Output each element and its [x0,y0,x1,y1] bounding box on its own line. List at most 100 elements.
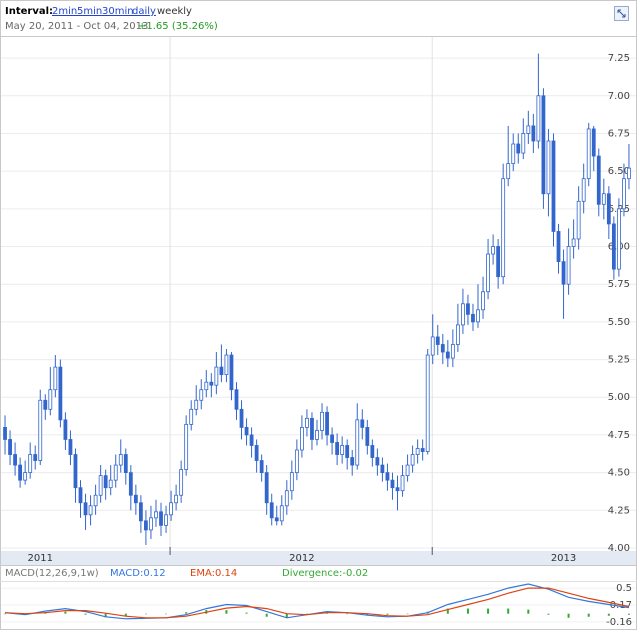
candle-body [606,193,611,225]
candle-body [506,163,511,180]
candle-body [355,419,360,466]
candle-body [420,448,425,452]
candle-body [455,324,460,345]
candle-body [33,454,38,461]
candle-body [596,155,601,205]
candle-body [566,246,571,285]
candle-body [466,303,470,315]
current-interval: weekly [157,6,192,17]
candle-body [229,354,234,391]
candle-body [375,457,380,466]
candle-body [174,494,179,504]
interval-link[interactable]: 5min [77,6,102,17]
candle-body [23,472,28,481]
candle-body [526,125,531,134]
divergence-bar [124,613,127,617]
interval-link[interactable]: 2min [52,6,77,17]
y-tick-label: 7.25 [608,53,630,64]
macd-line [4,587,630,619]
candle-body [320,411,324,431]
candle-body [93,494,98,507]
candle-body [159,511,163,526]
legend-entry: Divergence:-0.02 [282,568,368,579]
candle-body [169,502,173,516]
candle-body [601,193,606,205]
candle-body [68,439,73,455]
candle-body [224,354,229,376]
candle-body [73,454,78,489]
divergence-bar [305,613,308,615]
divergence-bar [185,612,188,614]
candle-body [8,439,12,455]
interval-link[interactable]: 30min [102,6,134,17]
candle-body [294,449,299,474]
divergence-bar [466,608,469,614]
divergence-bar [4,613,7,615]
candle-body [400,475,405,492]
candle-body [445,351,450,359]
candle-body [591,128,596,157]
candle-body [63,419,68,440]
candle-body [616,208,621,270]
panel-title: MACD(12,26,9,1w) [5,568,99,579]
candle-body [340,445,345,455]
divergence-bar [225,610,228,614]
y-tick-label: 4.00 [608,543,630,554]
candle-body [244,426,249,436]
candle-body [149,517,153,531]
candle-body [274,517,279,522]
candle-body [435,336,440,345]
y-tick-label: 4.25 [608,505,630,516]
y-tick-label: -0.16 [606,617,632,628]
candle-body [491,246,496,255]
divergence-bar [507,608,510,614]
candle-body [204,381,209,391]
candle-body [622,178,626,210]
divergence-bar [527,609,530,614]
date-range: May 20, 2011 - Oct 04, 2013 [5,21,148,32]
candle-body [310,417,314,440]
candle-body [53,366,58,391]
candle-body [249,434,254,446]
candle-body [128,472,133,496]
x-tick-label: 2011 [28,553,53,564]
x-tick-label: 2013 [551,553,576,564]
interval-link[interactable]: daily [132,6,156,17]
candle-body [501,178,506,278]
candle-body [440,344,445,353]
candle-body [325,411,329,436]
expand-button[interactable] [614,6,629,21]
candle-body [189,408,194,425]
candle-body [13,454,17,466]
candle-body [395,487,400,492]
interval-label: Interval: [5,6,53,17]
divergence-bar [607,613,610,616]
divergence-bar [366,613,369,616]
candle-body [113,464,118,481]
candle-body [279,505,284,522]
candle-body [345,445,350,458]
candle-body [581,178,586,202]
candle-body [370,445,375,458]
candle-body [269,502,274,519]
divergence-bar [104,613,107,618]
divergence-bar [144,613,147,615]
x-tick-label: 2012 [289,553,314,564]
candle-body [194,399,199,410]
candle-body [471,313,475,323]
candle-body [481,291,485,311]
candle-body [385,472,390,481]
divergence-bar [346,613,349,615]
y-tick-label: 4.50 [608,468,630,479]
candle-body [521,133,526,154]
candle-body [330,434,334,443]
candle-body [450,344,455,359]
candle-body [108,479,113,489]
y-tick-label: 7.00 [608,91,630,102]
candle-body [123,454,128,474]
candle-body [38,399,43,461]
candle-body [209,381,214,386]
divergence-bar [547,613,550,615]
candle-body [118,454,123,466]
